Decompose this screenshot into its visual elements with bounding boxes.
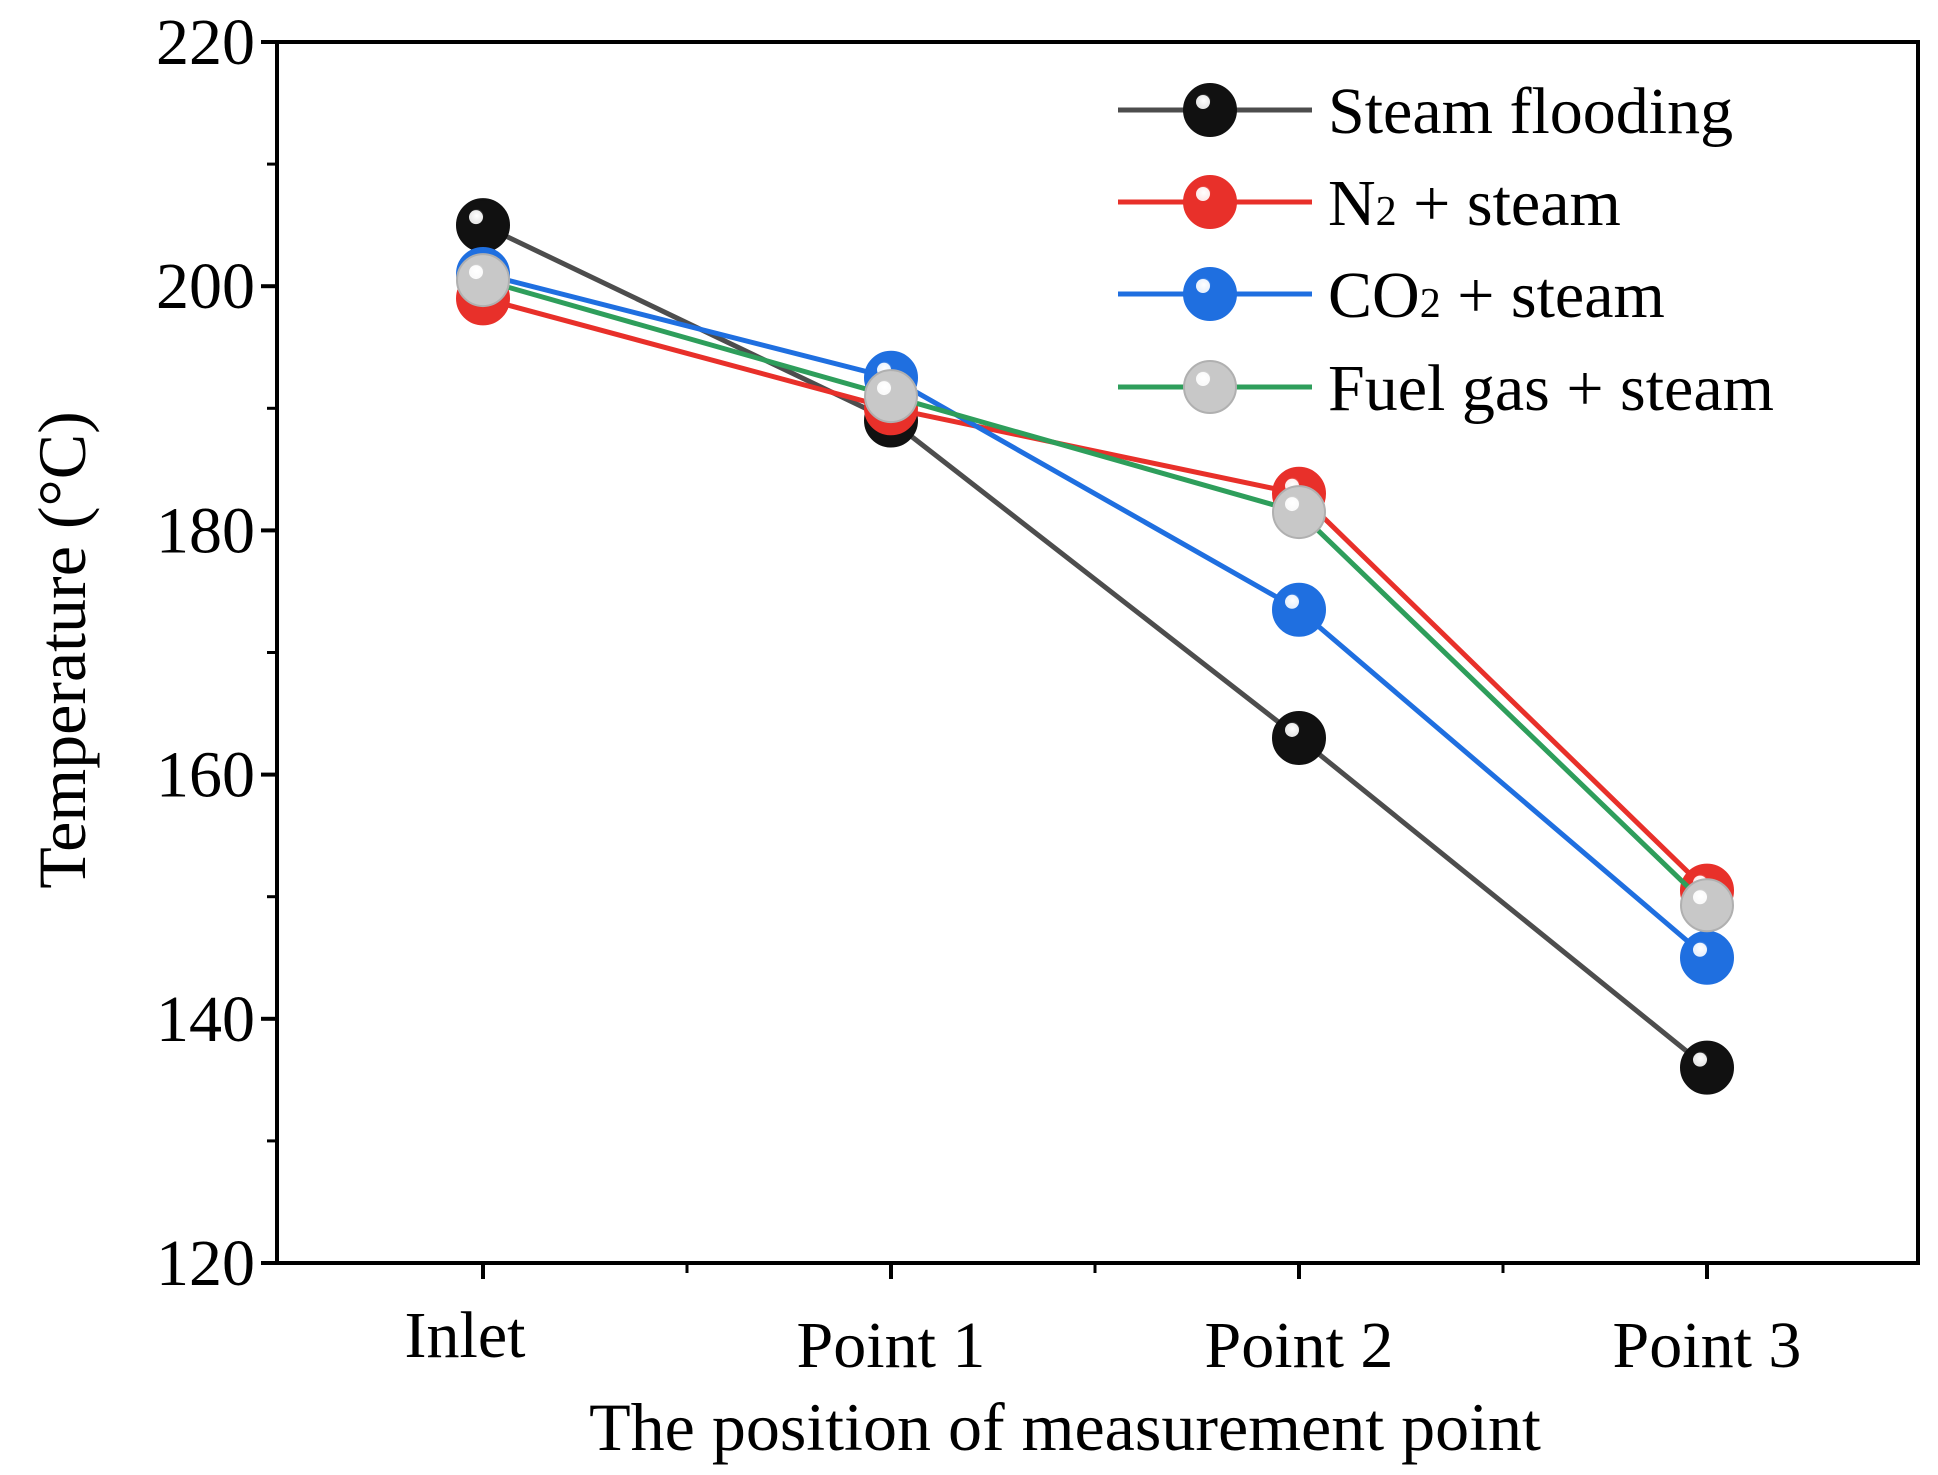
marker-highlight: [1285, 722, 1299, 737]
series-line: [482, 295, 1709, 893]
data-point: [864, 369, 918, 424]
marker-highlight: [1196, 279, 1210, 293]
legend-marker: [1183, 360, 1237, 414]
y-tick-label: 180: [156, 494, 255, 567]
plot-area: [275, 40, 1920, 1265]
series-group: [456, 198, 1734, 1095]
marker-body: [1183, 175, 1237, 229]
marker-highlight: [1196, 372, 1210, 386]
series-fuel-gas-steam: [456, 253, 1734, 933]
legend-entry: Steam flooding: [1118, 75, 1733, 148]
data-point: [1680, 878, 1734, 933]
legend-entry: CO2 + steam: [1118, 259, 1665, 332]
series-line: [482, 277, 1709, 908]
marker-highlight: [1285, 594, 1299, 609]
legend-marker: [1183, 267, 1237, 321]
marker-highlight: [1693, 942, 1707, 957]
marker-body: [1183, 83, 1237, 137]
marker-body: [1680, 1040, 1734, 1095]
legend-marker: [1183, 175, 1237, 229]
marker-highlight: [469, 265, 483, 280]
x-tick-label: Point 3: [1613, 1309, 1802, 1382]
marker-body: [1183, 267, 1237, 321]
data-point: [1272, 710, 1326, 765]
y-axis-title: Temperature (°C): [24, 411, 100, 888]
data-point: [456, 198, 510, 253]
marker-body: [1183, 360, 1237, 414]
marker-body: [1680, 930, 1734, 985]
legend-label: N2 + steam: [1328, 167, 1621, 240]
marker-highlight: [1196, 95, 1210, 109]
plot-frame: [275, 40, 1920, 1265]
legend-label: Fuel gas + steam: [1328, 352, 1774, 425]
legend-entry: N2 + steam: [1118, 167, 1621, 240]
marker-body: [1272, 582, 1326, 637]
data-point: [1680, 930, 1734, 985]
x-tick-label: Point 1: [797, 1309, 986, 1382]
legend: Steam flooding N2 + steam CO2 + steam Fuel …: [1118, 75, 1774, 425]
marker-highlight: [1693, 1052, 1707, 1067]
series-line: [482, 271, 1709, 960]
legend-entry: Fuel gas + steam: [1118, 352, 1774, 425]
x-tick-label: Inlet: [405, 1299, 526, 1372]
y-tick-label: 220: [156, 6, 255, 79]
x-tick-label: Point 2: [1205, 1309, 1394, 1382]
marker-highlight: [1693, 890, 1707, 905]
data-point: [1272, 485, 1326, 540]
marker-highlight: [1196, 187, 1210, 201]
marker-body: [1272, 485, 1326, 540]
axes: 120 140 160 180 200 220 Inlet Point 1 Point 2 Poi…: [156, 6, 1801, 1382]
legend-label: Steam flooding: [1328, 75, 1733, 148]
y-tick-label: 160: [156, 739, 255, 812]
marker-body: [864, 369, 918, 424]
data-point: [456, 253, 510, 308]
marker-body: [1680, 878, 1734, 933]
marker-highlight: [1285, 497, 1299, 512]
data-point: [1680, 1040, 1734, 1095]
series-line: [481, 222, 1709, 1070]
series-steam-flooding: [456, 198, 1734, 1095]
x-axis-title: The position of measurement point: [589, 1389, 1541, 1465]
marker-body: [1272, 710, 1326, 765]
legend-marker: [1183, 83, 1237, 137]
y-tick-label: 120: [156, 1227, 255, 1300]
marker-body: [456, 198, 510, 253]
marker-highlight: [469, 210, 483, 225]
data-point: [1272, 582, 1326, 637]
marker-body: [456, 253, 510, 308]
legend-label: CO2 + steam: [1328, 259, 1665, 332]
y-tick-label: 140: [156, 983, 255, 1056]
y-tick-label: 200: [156, 250, 255, 323]
marker-highlight: [877, 381, 891, 396]
